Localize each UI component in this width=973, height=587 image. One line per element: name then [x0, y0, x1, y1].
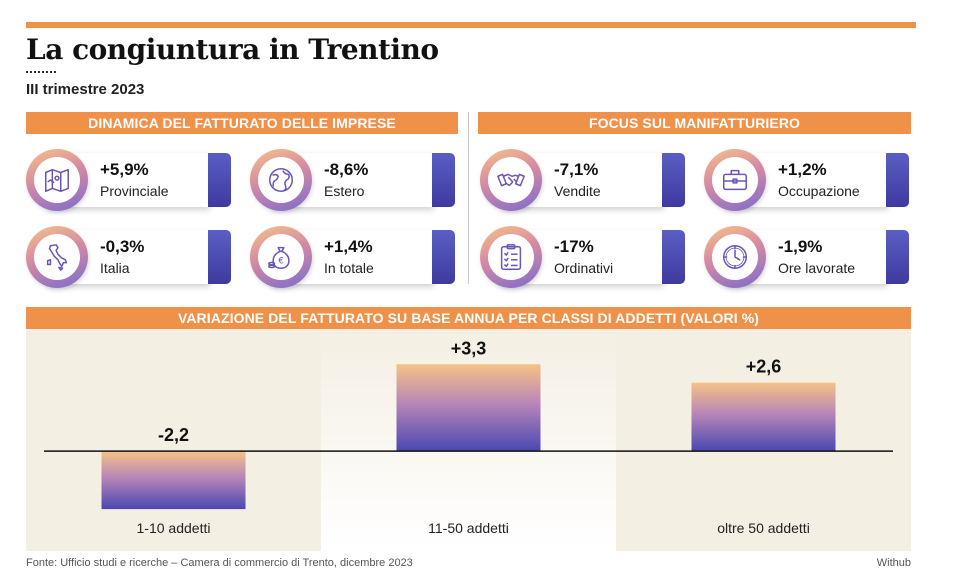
card-value: +1,2%	[778, 160, 827, 179]
page-subtitle: III trimestre 2023	[26, 81, 145, 98]
card-value: -7,1%	[554, 160, 599, 179]
category-label: oltre 50 addetti	[717, 520, 810, 536]
bar-value-label: +3,3	[451, 338, 487, 358]
card-tab	[208, 230, 231, 284]
stat-card-estero: -8,6% Estero	[250, 149, 455, 211]
card-tab	[208, 153, 231, 207]
card-tab	[886, 230, 909, 284]
bar-chart-svg: -2,2 1-10 addetti +3,3 11-50 addetti +2,6 olt…	[26, 329, 911, 551]
card-label: Ordinativi	[554, 260, 614, 276]
title-divider	[26, 71, 56, 73]
bar	[691, 382, 836, 452]
money-bag-icon: €	[250, 226, 312, 288]
card-label: Vendite	[554, 183, 601, 199]
card-tab	[662, 230, 685, 284]
italy-icon	[26, 226, 88, 288]
card-tab	[432, 230, 455, 284]
stat-card-occupazione: +1,2% Occupazione	[704, 149, 909, 211]
bar	[396, 364, 541, 452]
card-value: +1,4%	[324, 237, 373, 256]
top-accent-bar	[26, 22, 916, 28]
stat-card-provinciale: +5,9% Provinciale	[26, 149, 231, 211]
bar-chart: -2,2 1-10 addetti +3,3 11-50 addetti +2,6 olt…	[26, 329, 911, 551]
card-value: -8,6%	[324, 160, 369, 179]
category-label: 11-50 addetti	[428, 520, 509, 536]
card-label: Provinciale	[100, 183, 169, 199]
stat-card-in-totale: € +1,4% In totale	[250, 226, 455, 288]
right-panel-banner: FOCUS SUL MANIFATTURIERO	[478, 112, 911, 134]
stat-card-ordinativi: -17% Ordinativi	[480, 226, 685, 288]
left-panel-banner: DINAMICA DEL FATTURATO DELLE IMPRESE	[26, 112, 458, 134]
svg-text:€: €	[278, 256, 283, 266]
briefcase-icon	[704, 149, 766, 211]
card-tab	[662, 153, 685, 207]
clock-icon	[704, 226, 766, 288]
stat-card-italia: -0,3% Italia	[26, 226, 231, 288]
card-tab	[432, 153, 455, 207]
card-value: -0,3%	[100, 237, 145, 256]
bar	[101, 451, 246, 510]
bar-value-label: -2,2	[158, 425, 189, 445]
card-tab	[886, 153, 909, 207]
card-label: Occupazione	[778, 183, 860, 199]
stat-card-vendite: -7,1% Vendite	[480, 149, 685, 211]
clipboard-icon	[480, 226, 542, 288]
card-value: +5,9%	[100, 160, 149, 179]
card-label: Estero	[324, 183, 365, 199]
card-label: In totale	[324, 260, 374, 276]
page-title: La congiuntura in Trentino	[26, 33, 439, 66]
category-label: 1-10 addetti	[137, 520, 211, 536]
map-icon	[26, 149, 88, 211]
globe-icon	[250, 149, 312, 211]
card-label: Italia	[100, 260, 130, 276]
handshake-icon	[480, 149, 542, 211]
panel-divider	[468, 112, 469, 284]
brand-credit: Withub	[876, 557, 911, 569]
card-value: -1,9%	[778, 237, 823, 256]
card-label: Ore lavorate	[778, 260, 856, 276]
stat-card-ore-lavorate: -1,9% Ore lavorate	[704, 226, 909, 288]
category-band	[26, 329, 321, 551]
chart-title: VARIAZIONE DEL FATTURATO SU BASE ANNUA P…	[26, 307, 911, 329]
source-note: Fonte: Ufficio studi e ricerche – Camera…	[26, 557, 413, 569]
card-value: -17%	[554, 237, 594, 256]
bar-value-label: +2,6	[746, 357, 782, 377]
